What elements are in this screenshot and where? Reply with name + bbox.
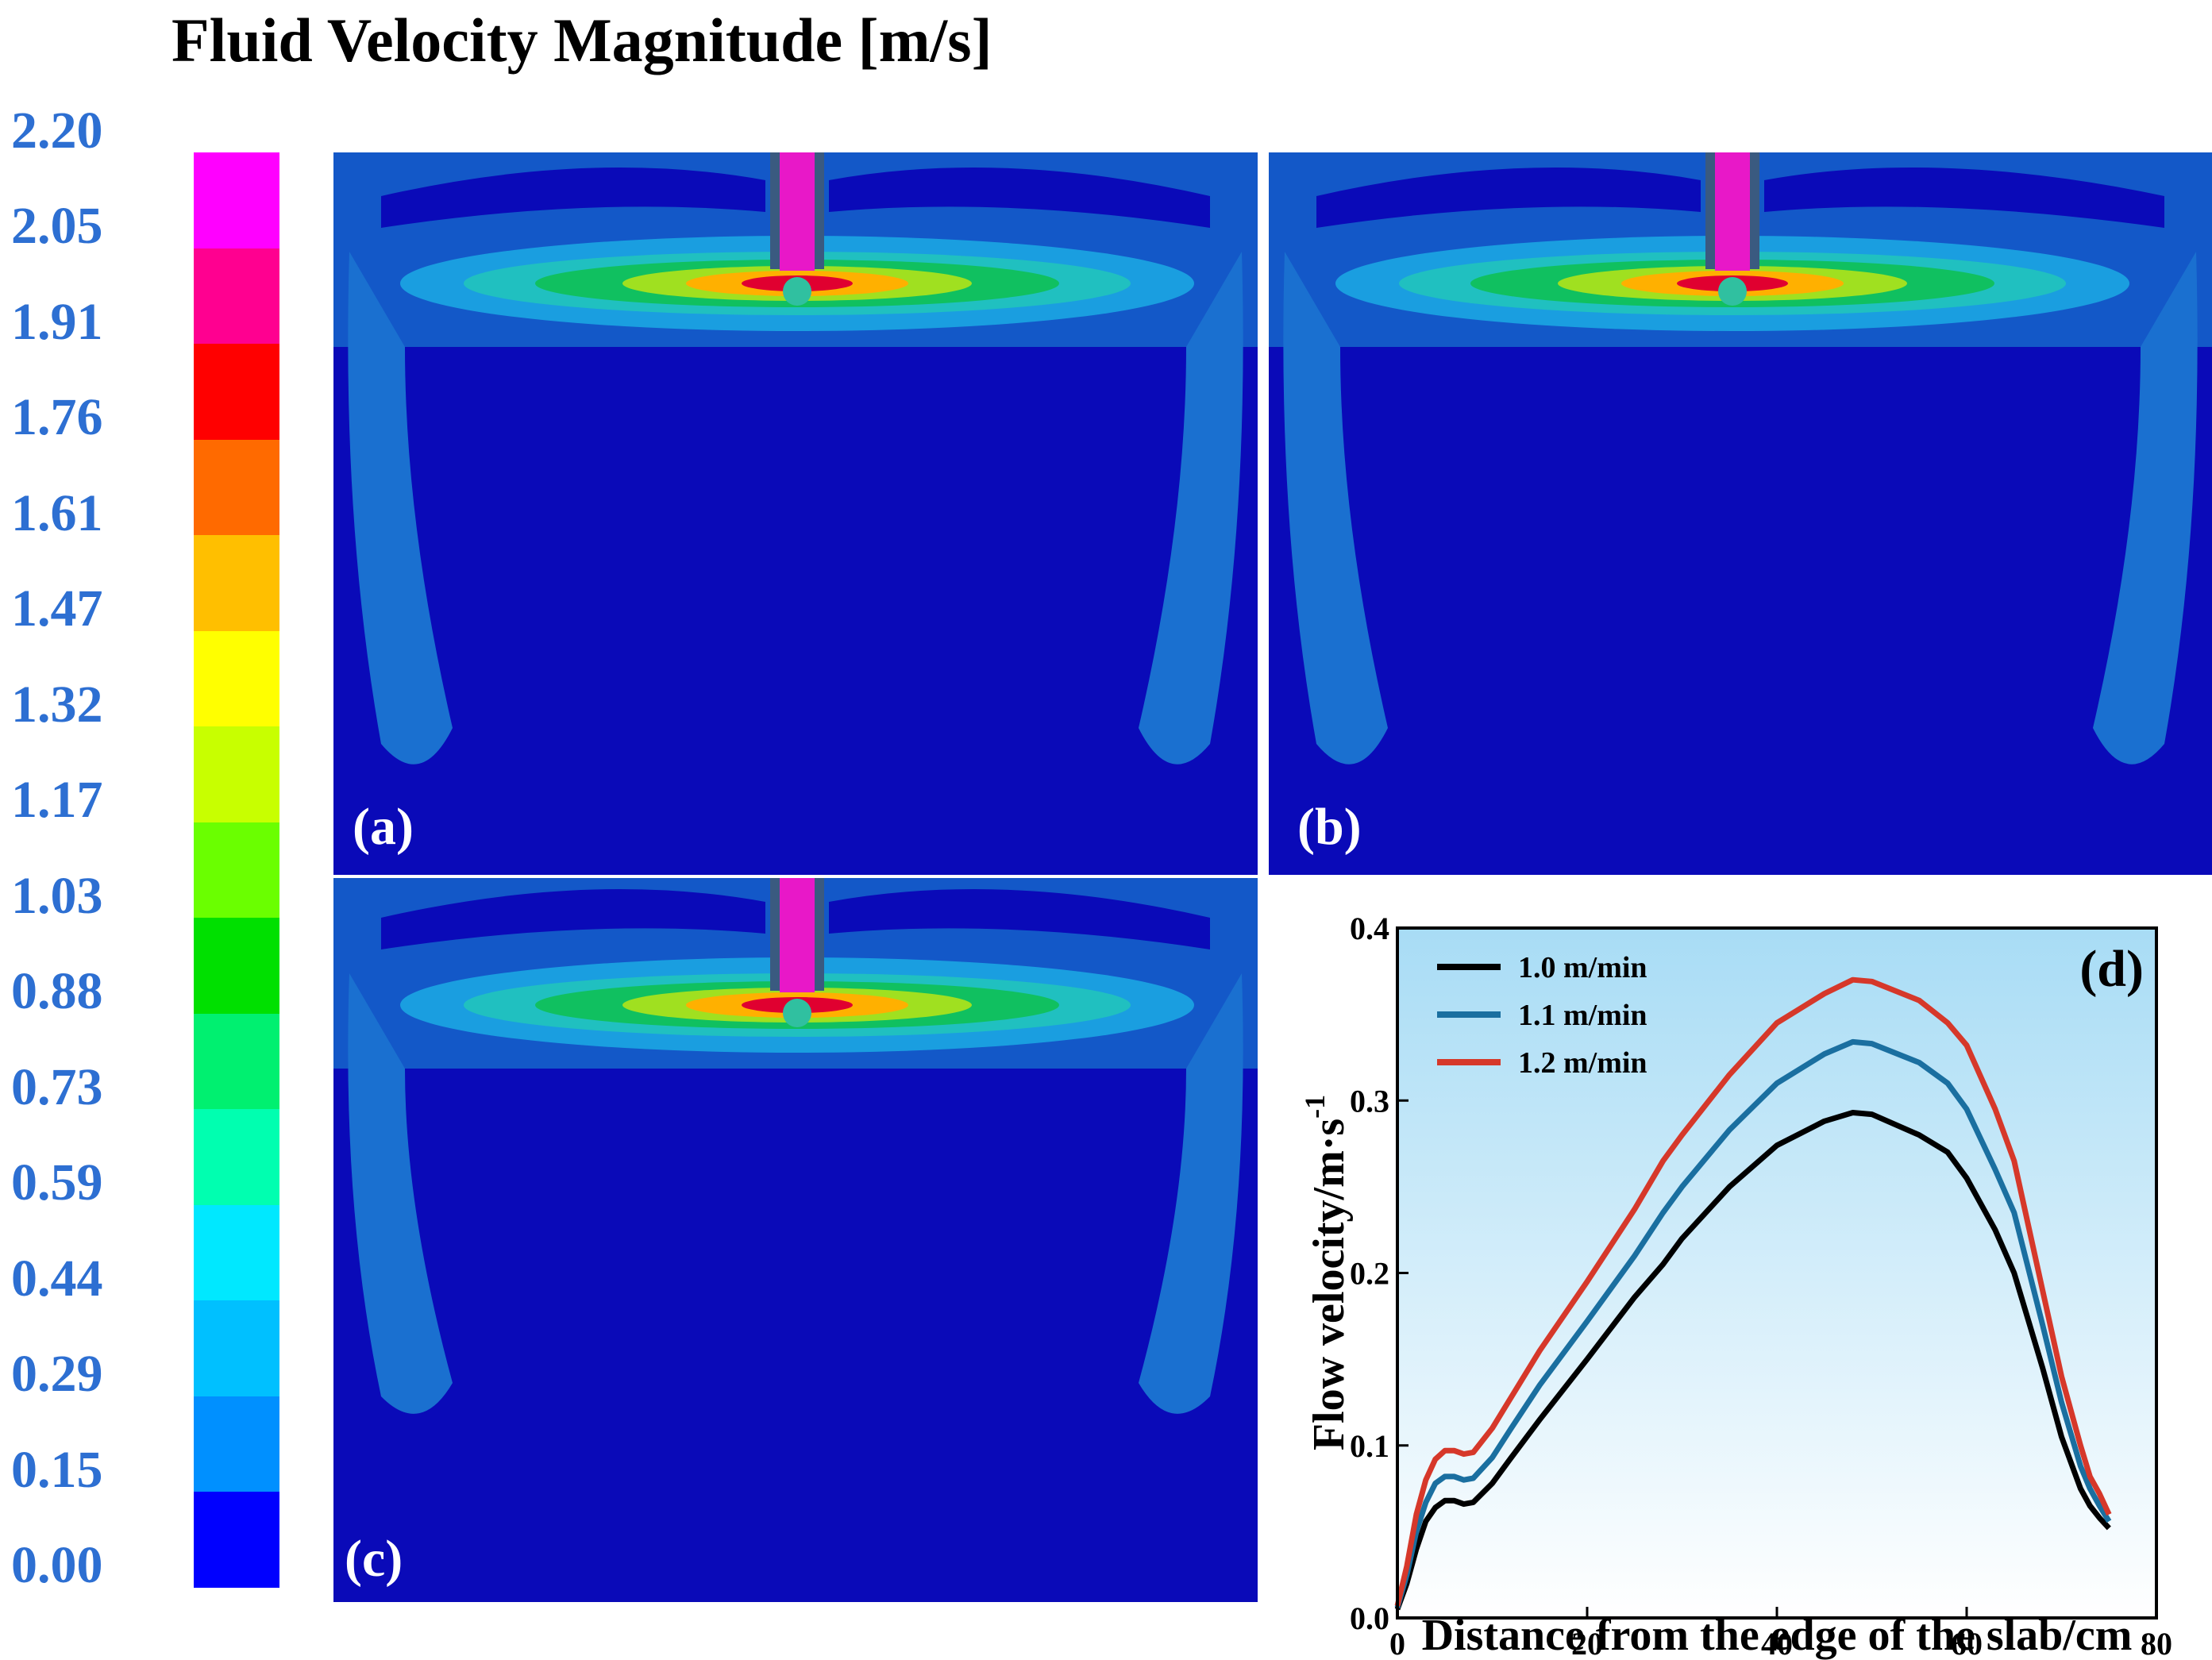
y-axis-label-unit-exponent: -1 <box>1299 1095 1331 1119</box>
plot-area <box>1397 928 2156 1618</box>
colorbar-label: 1.91 <box>11 293 103 351</box>
legend-entry: 1.1 m/min <box>1518 999 1647 1032</box>
colorbar-segment <box>194 822 279 919</box>
y-tick-label: 0.1 <box>1350 1428 1389 1464</box>
colorbar-segment <box>194 630 279 727</box>
meniscus-low-zone-right <box>829 168 1210 228</box>
colorbar-label: 1.03 <box>11 867 103 925</box>
legend-entry: 1.2 m/min <box>1518 1046 1647 1080</box>
colorbar-segment <box>194 1396 279 1492</box>
colorbar-label: 0.59 <box>11 1154 103 1211</box>
series-line-1 <box>1394 1110 2111 1611</box>
contour-panel-b: (b) <box>1269 152 2212 875</box>
x-axis-label: Distance from the edge of the slab/cm <box>1422 1611 2133 1660</box>
colorbar-label: 0.44 <box>11 1250 103 1308</box>
right-wall-downflow <box>1139 252 1243 765</box>
colorbar-segment <box>194 1300 279 1397</box>
left-wall-downflow <box>348 973 453 1414</box>
colorbar-label: 0.29 <box>11 1345 103 1403</box>
plot-frame <box>1396 926 2158 1620</box>
colorbar-segment <box>194 535 279 632</box>
contour-plot <box>333 152 1258 875</box>
panel-label-a: (a) <box>353 798 414 856</box>
left-wall-downflow <box>1283 252 1388 765</box>
colorbar-label: 0.15 <box>11 1441 103 1499</box>
contour-panel-c: (c) <box>333 878 1258 1602</box>
colorbar-segment <box>194 726 279 823</box>
x-tick-label: 40 <box>1761 1626 1793 1660</box>
colorbar <box>194 152 279 1589</box>
meniscus-low-zone-left <box>381 168 765 228</box>
y-axis-label: Flow velocity/m·s-1 <box>1299 1095 1354 1450</box>
nozzle-inflow <box>780 152 815 271</box>
y-tick-label: 0.3 <box>1350 1083 1389 1119</box>
colorbar-segment <box>194 1492 279 1589</box>
colorbar-label: 1.76 <box>11 388 103 446</box>
colorbar-segment <box>194 439 279 536</box>
series-line-2 <box>1394 1038 2112 1608</box>
colorbar-label: 2.20 <box>11 102 103 160</box>
legend-entry: 1.0 m/min <box>1518 951 1647 984</box>
colorbar-label: 0.73 <box>11 1058 103 1116</box>
y-tick-label: 0.0 <box>1350 1600 1389 1636</box>
right-wall-downflow <box>1139 973 1243 1414</box>
right-wall-downflow <box>2093 252 2198 765</box>
figure-title: Fluid Velocity Magnitude [m/s] <box>171 6 992 75</box>
colorbar-label: 1.47 <box>11 580 103 637</box>
series-line-3 <box>1394 976 2112 1607</box>
colorbar-label: 1.32 <box>11 676 103 734</box>
panel-label-c: (c) <box>345 1530 403 1588</box>
left-wall-downflow <box>348 252 453 765</box>
y-tick-label: 0.2 <box>1350 1256 1389 1292</box>
colorbar-segment <box>194 1204 279 1301</box>
nozzle-port <box>1718 277 1747 306</box>
meniscus-low-zone-left <box>381 889 765 949</box>
panel-label-b: (b) <box>1297 798 1362 856</box>
x-tick-label: 60 <box>1951 1626 1983 1660</box>
y-tick-label: 0.4 <box>1350 911 1389 946</box>
nozzle-port <box>783 277 811 306</box>
colorbar-label: 0.00 <box>11 1536 103 1594</box>
nozzle-port <box>783 999 811 1027</box>
nozzle-inflow <box>1715 152 1750 271</box>
colorbar-segment <box>194 1013 279 1110</box>
contour-plot <box>1269 152 2212 875</box>
colorbar-label: 1.17 <box>11 771 103 829</box>
x-tick-label: 20 <box>1571 1626 1603 1660</box>
y-axis-label-main: Flow velocity/m·s <box>1304 1119 1354 1450</box>
colorbar-label: 1.61 <box>11 484 103 542</box>
panel-label-d: (d) <box>2079 940 2144 998</box>
colorbar-segment <box>194 152 279 249</box>
colorbar-segment <box>194 344 279 441</box>
meniscus-low-zone-left <box>1316 168 1701 228</box>
meniscus-low-zone-right <box>1764 168 2164 228</box>
colorbar-label: 0.88 <box>11 962 103 1020</box>
colorbar-segment <box>194 1109 279 1206</box>
colorbar-segment <box>194 248 279 345</box>
colorbar-segment <box>194 918 279 1015</box>
meniscus-low-zone-right <box>829 889 1210 949</box>
velocity-line-chart: 0 20 40 60 80 0.0 0.1 0.2 0.3 0.4 1.0 m/min 1.1 m/… <box>1299 911 2172 1660</box>
contour-panel-a: (a) <box>333 152 1258 875</box>
colorbar-label: 2.05 <box>11 197 103 255</box>
nozzle-inflow <box>780 878 815 992</box>
contour-plot <box>333 878 1258 1602</box>
x-tick-label: 80 <box>2141 1626 2172 1660</box>
x-tick-label: 0 <box>1389 1626 1405 1660</box>
